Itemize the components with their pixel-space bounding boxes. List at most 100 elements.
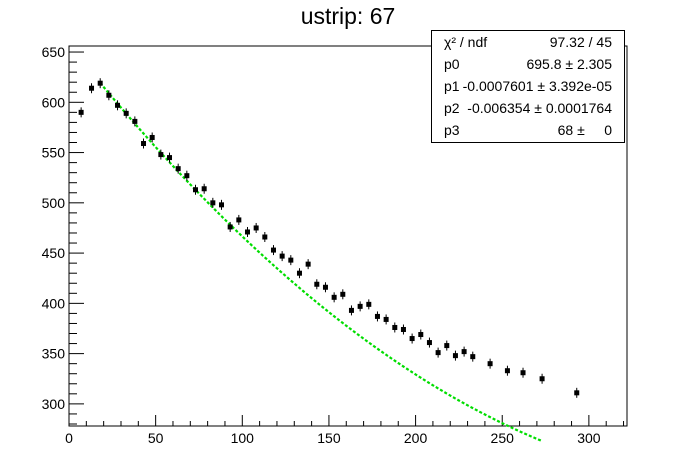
point-marker [366,301,372,307]
data-point [123,108,129,119]
point-marker [470,354,476,360]
x-tick-label: 0 [65,430,73,446]
data-point [520,367,526,378]
point-marker [400,326,406,332]
point-marker [520,370,526,376]
data-point [270,245,276,256]
data-point [184,170,190,181]
data-point [158,149,164,160]
stats-label: p0 [444,56,460,72]
data-point [175,163,181,174]
data-point [383,314,389,325]
x-tick-label: 200 [404,430,428,446]
y-tick-label: 350 [42,346,66,362]
point-marker [244,229,250,235]
point-marker [115,102,121,108]
point-marker [193,187,199,193]
data-point [78,107,84,118]
data-point [331,292,337,303]
point-marker [210,200,216,206]
data-point [314,279,320,290]
data-point [262,232,268,243]
point-marker [322,284,328,290]
point-marker [270,247,276,253]
data-point [97,78,103,89]
data-point [504,365,510,376]
stats-row-p0: p0 695.8 ± 2.305 [432,53,624,75]
point-marker [435,350,441,356]
point-marker [331,294,337,300]
point-marker [305,261,311,267]
y-tick-label: 300 [42,396,66,412]
point-marker [141,141,147,147]
x-tick-label: 100 [231,430,255,446]
stats-row-p1: p1 -0.0007601 ± 3.392e-05 [432,75,624,97]
data-point [296,268,302,279]
data-point [210,197,216,208]
point-marker [106,92,112,98]
stats-value: -0.0007601 ± 3.392e-05 [462,78,612,94]
stats-row-chi2: χ² / ndf 97.32 / 45 [432,31,624,53]
plot-frame [68,45,628,427]
data-point [244,226,250,237]
point-marker [418,332,424,338]
point-marker [158,152,164,158]
data-point [201,183,207,194]
fit-curve [99,82,543,443]
x-tick-label: 250 [491,430,515,446]
data-point [149,132,155,143]
data-point [400,324,406,335]
stats-label: χ² / ndf [444,34,488,50]
point-marker [184,173,190,179]
point-marker [132,118,138,124]
data-point [236,214,242,225]
stats-box: χ² / ndf 97.32 / 45 p0 695.8 ± 2.305 p1 … [431,30,625,143]
x-tick-label: 50 [148,430,164,446]
stats-label: p2 [444,100,460,116]
point-marker [374,313,380,319]
point-marker [426,340,432,346]
data-point [193,184,199,195]
data-point [305,259,311,270]
data-points [78,78,580,398]
point-marker [279,253,285,259]
data-point [409,333,415,344]
y-tick-label: 500 [42,195,66,211]
data-point [348,305,354,316]
data-point [461,346,467,357]
point-marker [167,155,173,161]
point-marker [218,202,224,208]
data-point [279,251,285,262]
point-marker [201,186,207,192]
data-point [487,358,493,369]
data-point [132,116,138,127]
y-tick-label: 550 [42,145,66,161]
point-marker [383,316,389,322]
data-point [435,347,441,358]
stats-row-p2: p2 -0.006354 ± 0.0001764 [432,97,624,119]
point-marker [452,353,458,359]
data-point [89,83,95,94]
data-point [444,340,450,351]
point-marker [539,376,545,382]
x-tick-label: 300 [577,430,601,446]
stats-label: p1 [444,78,460,94]
y-tick-label: 650 [42,44,66,60]
point-marker [175,166,181,172]
data-point [141,138,147,149]
data-point [392,322,398,333]
data-point [340,289,346,300]
point-marker [227,224,233,230]
point-marker [89,85,95,91]
point-marker [504,368,510,374]
point-marker [461,349,467,355]
point-marker [149,134,155,140]
point-marker [444,343,450,349]
point-marker [357,303,363,309]
fit-layer [99,82,543,443]
stats-value: 97.32 / 45 [549,34,612,50]
point-marker [314,281,320,287]
data-point [539,373,545,384]
data-point [115,100,121,111]
